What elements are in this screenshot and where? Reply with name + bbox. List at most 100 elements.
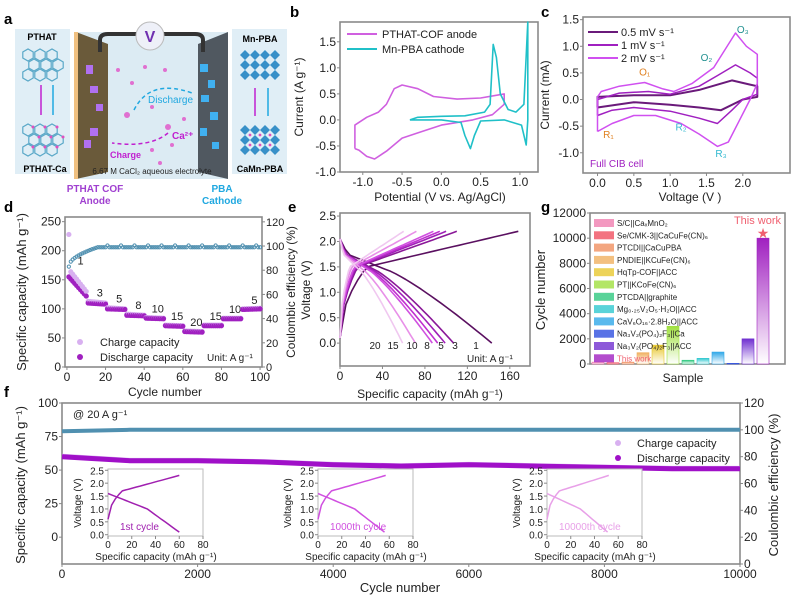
legend-marker [77, 354, 83, 360]
octahedron [270, 145, 280, 155]
y2-tick-label: 80 [266, 265, 278, 277]
y-axis-label: Specific capacity (mAh g⁻¹) [13, 406, 28, 564]
ce-point [174, 245, 180, 250]
legend-label: Se/CMK-3||CaCuFe(CN)₆ [617, 231, 708, 240]
y2-tick-label: 100 [744, 423, 764, 437]
x-tick-label: 60 [384, 540, 396, 551]
y-tick-label: 75 [45, 430, 59, 444]
y-tick-label: 1.0 [319, 61, 336, 75]
y-tick-label: 0.0 [319, 336, 336, 350]
ce-point [176, 245, 182, 250]
legend-label: PTCDI||CaCuPBA [617, 244, 682, 253]
ce-point [205, 245, 211, 250]
ce-point [169, 245, 174, 250]
y-axis-label: Voltage (V) [299, 260, 313, 319]
y-tick-label: 10000 [553, 231, 587, 245]
ce-point [223, 245, 228, 250]
x-tick-label: 2.0 [734, 176, 751, 190]
y-tick-label: 0.5 [90, 518, 104, 529]
x-tick-label: 80 [215, 370, 229, 384]
y-tick-label: 150 [41, 273, 61, 287]
peak-label: O₃ [737, 25, 749, 36]
x-tick-label: 0.0 [433, 175, 450, 189]
legend-swatch [594, 219, 614, 227]
ce-point [256, 245, 261, 250]
y2-tick-label: 20 [266, 338, 278, 350]
inset-discharge-curve [317, 492, 385, 533]
y-tick-label: 1.0 [300, 505, 314, 516]
legend-swatch [594, 231, 614, 240]
ce-point [167, 245, 172, 250]
inset-y-label: Voltage (V) [73, 478, 84, 527]
x-axis-label: Specific capacity (mAh g⁻¹) [357, 387, 503, 401]
y-tick-label: 0.0 [562, 93, 579, 107]
y-tick-label: 1.0 [319, 285, 336, 299]
ce-point [142, 245, 147, 250]
octahedron [260, 50, 270, 60]
y2-tick-label: 0 [266, 362, 272, 374]
octahedron [260, 145, 270, 155]
ca-dot [55, 125, 59, 129]
ca-dot [268, 143, 272, 147]
charge-curve [339, 230, 519, 339]
legend-label: HqTp-COF||ACC [617, 268, 677, 277]
octahedron [250, 60, 260, 70]
ce-point [153, 245, 158, 250]
x-tick-label: 0 [315, 540, 321, 551]
x-tick-label: 40 [138, 370, 152, 384]
octahedron [260, 60, 270, 70]
hexagon-ring [34, 68, 46, 82]
legend-label: This work [617, 354, 652, 363]
ca-dot [258, 143, 262, 147]
y-tick-label: 0.0 [300, 531, 314, 542]
bar [666, 325, 680, 365]
x-tick-label: 40 [360, 540, 372, 551]
plot-frame-b [339, 21, 539, 173]
x-tick-label: 40 [150, 540, 162, 551]
x-tick-label: 60 [174, 540, 186, 551]
ce-point [95, 245, 100, 250]
charge-curve [339, 230, 417, 339]
octahedron [240, 125, 250, 135]
x-tick-label: 80 [197, 540, 209, 551]
inset-charge-curve [317, 474, 386, 520]
inset-frame [107, 468, 204, 537]
y-tick-label: 1.0 [90, 505, 104, 516]
x-tick-label: 80 [418, 369, 432, 383]
ce-point [136, 245, 141, 250]
octahedron [250, 135, 260, 145]
y2-tick-label: 20 [744, 530, 758, 544]
panel-label-c: c [541, 4, 549, 21]
x-tick-label: 0 [105, 540, 111, 551]
discharge-band [61, 454, 740, 472]
y-tick-label: -0.5 [315, 139, 336, 153]
x-tick-label: 40 [376, 369, 390, 383]
ce-point [234, 245, 239, 250]
legend-label: Discharge capacity [637, 453, 730, 465]
plot-frame-e [339, 212, 531, 367]
bar [621, 361, 635, 365]
ce-point [194, 245, 199, 250]
x-tick-label: 20 [565, 540, 577, 551]
ce-point [120, 245, 126, 250]
octahedron [250, 125, 260, 135]
x-tick-label: 0 [59, 567, 66, 581]
legend-label: 1 mV s⁻¹ [621, 40, 665, 52]
legend-swatch [594, 305, 614, 314]
ce-point [190, 245, 195, 250]
ce-point [91, 246, 97, 251]
cv-curve [596, 79, 759, 112]
y-tick-label: 250 [41, 215, 61, 229]
x-tick-label: 20 [99, 370, 113, 384]
inset-cycle-label: 1st cycle [120, 522, 159, 533]
x-tick-label: 80 [636, 540, 648, 551]
electrolyte-label: 6.67 M CaCl₂ aqueous electrolyte [92, 167, 212, 176]
y2-tick-label: 40 [744, 503, 758, 517]
hexagon-ring [28, 58, 40, 72]
legend-swatch [594, 354, 614, 363]
inset-x-label: Specific capacity (mAh g⁻¹) [534, 552, 655, 563]
y-tick-label: -0.5 [558, 119, 579, 133]
octahedron [240, 135, 250, 145]
y-tick-label: 50 [45, 463, 59, 477]
x-axis-label: Sample [663, 371, 704, 385]
